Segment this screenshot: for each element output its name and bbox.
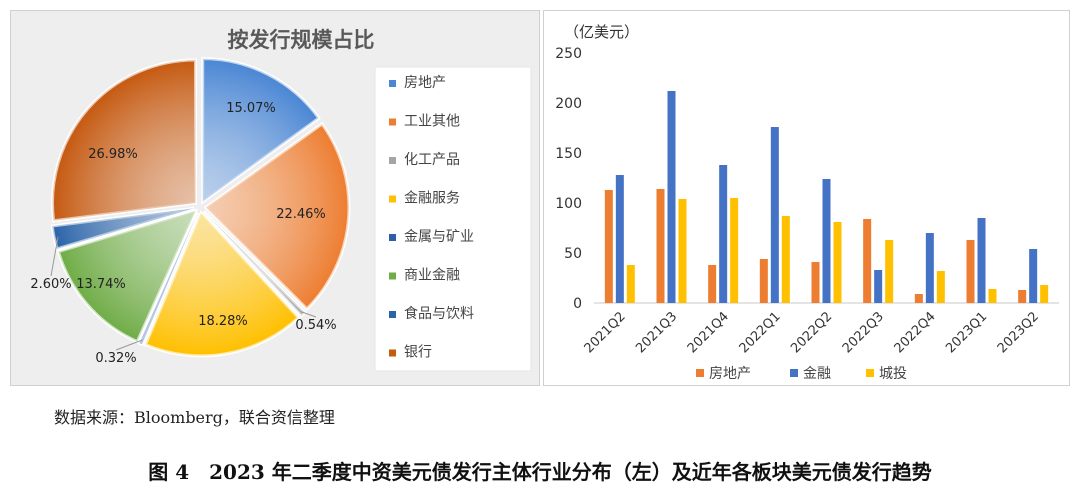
- x-tick-label: 2022Q1: [737, 309, 784, 356]
- pie-leader-line: [50, 236, 59, 277]
- pie-chart-panel: 按发行规模占比 15.07% 22.46% 0.54% 18.28% 0.32% 13.7…: [10, 10, 540, 386]
- pie-data-label: 13.74%: [76, 277, 126, 292]
- pie-slice-6: [56, 208, 199, 344]
- bar-2022Q4-3: [936, 271, 945, 303]
- pie-chart: 按发行规模占比 15.07% 22.46% 0.54% 18.28% 0.32% 13.7…: [30, 28, 532, 372]
- pie-data-label: 18.28%: [198, 314, 248, 329]
- bar-2022Q3-3: [885, 240, 894, 303]
- pie-legend-label: 房地产: [404, 75, 446, 91]
- bar-2022Q3-2: [874, 270, 883, 303]
- pie-slice-tint-6: [58, 210, 196, 342]
- pie-legend-swatch: [389, 195, 396, 203]
- pie-slice-tint-4: [145, 212, 299, 356]
- bar-unit-label: （亿美元）: [564, 23, 639, 41]
- pie-slice-tint-7: [52, 208, 195, 249]
- bar-2023Q2-1: [1018, 290, 1027, 303]
- pie-legend-swatch: [389, 157, 396, 164]
- bar-legend-label: 房地产: [709, 366, 751, 382]
- bar-chart: （亿美元） 0 50 100 150 200 250 2021Q2 2021Q3 2021Q4…: [555, 23, 1059, 382]
- pie-legend-label: 工业其他: [404, 114, 460, 130]
- pie-legend-label: 食品与饮料: [404, 305, 474, 322]
- bar-2023Q2-2: [1029, 249, 1038, 303]
- bar-2021Q2-3: [626, 265, 635, 303]
- bar-legend-swatch: [866, 369, 874, 377]
- bar-2022Q4-1: [914, 294, 923, 303]
- pie-legend-swatch: [389, 118, 396, 126]
- bar-legend-swatch: [790, 369, 798, 377]
- bar-2021Q3-1: [656, 189, 665, 303]
- pie-leader-line: [115, 339, 143, 351]
- pie-legend-swatch: [389, 311, 396, 318]
- bar-2023Q1-2: [977, 218, 986, 303]
- pie-legend-label: 金融服务: [404, 191, 460, 207]
- bar-2022Q1-3: [781, 216, 790, 303]
- bar-2023Q2-3: [1040, 285, 1049, 303]
- x-tick-label: 2022Q2: [788, 309, 835, 356]
- x-tick-label: 2023Q1: [943, 309, 990, 356]
- pie-slice-tint-8: [52, 60, 196, 221]
- pie-slice-5: [137, 211, 199, 347]
- pie-slice-tint-2: [205, 123, 349, 309]
- bar-2021Q2-2: [615, 175, 624, 303]
- x-tick-label: 2023Q2: [995, 309, 1042, 356]
- pie-slice-2: [203, 121, 351, 311]
- bar-2021Q4-2: [719, 165, 728, 303]
- bar-chart-panel: （亿美元） 0 50 100 150 200 250 2021Q2 2021Q3 2021Q4…: [543, 10, 1070, 386]
- bar-2022Q1-2: [770, 127, 779, 303]
- pie-data-label: 26.98%: [88, 147, 138, 162]
- pie-legend-label: 商业金融: [404, 268, 460, 284]
- pie-data-label: 0.54%: [295, 318, 336, 333]
- bar-2022Q3-1: [863, 219, 872, 303]
- bar-2022Q2-1: [811, 262, 820, 303]
- x-tick-label: 2021Q3: [633, 309, 680, 356]
- bar-legend-label: 金融: [803, 366, 831, 382]
- pie-legend-swatch: [389, 349, 396, 357]
- pie-legend-box: [374, 66, 532, 372]
- pie-slice-tint-3: [204, 211, 306, 317]
- pie-legend-label: 银行: [404, 345, 432, 361]
- x-tick-label: 2021Q4: [685, 309, 732, 356]
- bar-legend-swatch: [696, 369, 704, 377]
- y-tick-label: 50: [564, 246, 582, 262]
- y-tick-label: 150: [555, 146, 582, 162]
- figure-caption: 图 4 2023 年二季度中资美元债发行主体行业分布（左）及近年各板块美元债发行…: [148, 460, 932, 484]
- bar-2022Q2-2: [822, 179, 831, 303]
- bar-2021Q4-1: [708, 265, 717, 303]
- x-tick-label: 2022Q3: [840, 309, 887, 356]
- pie-legend-swatch: [389, 234, 396, 241]
- bar-2023Q1-1: [966, 240, 975, 303]
- bar-legend-label: 城投: [879, 366, 907, 382]
- pie-slice-tint-1: [202, 58, 319, 202]
- pie-legend-label: 化工产品: [404, 152, 460, 168]
- pie-legend-swatch: [389, 80, 396, 87]
- bar-2021Q4-3: [730, 198, 739, 303]
- y-tick-label: 100: [555, 196, 582, 212]
- pie-slice-1: [201, 57, 321, 205]
- bar-2022Q2-3: [833, 222, 842, 303]
- y-tick-label: 250: [555, 46, 582, 62]
- pie-legend-swatch: [389, 272, 396, 280]
- bar-2022Q1-1: [759, 259, 768, 303]
- x-tick-label: 2021Q2: [582, 309, 629, 356]
- pie-data-label: 15.07%: [226, 101, 276, 116]
- pie-slice-8: [51, 58, 198, 223]
- x-tick-label: 2022Q4: [892, 309, 939, 356]
- y-tick-label: 200: [555, 96, 582, 112]
- bar-2021Q2-1: [604, 190, 613, 303]
- pie-slice-4: [143, 210, 301, 358]
- y-tick-label: 0: [573, 296, 582, 312]
- pie-leader-line: [300, 310, 317, 318]
- bar-2021Q3-3: [678, 199, 687, 303]
- pie-data-label: 2.60%: [30, 277, 71, 292]
- pie-data-label: 0.32%: [95, 351, 136, 366]
- pie-legend-label: 金属与矿业: [404, 229, 474, 245]
- pie-chart-title: 按发行规模占比: [228, 28, 375, 52]
- pie-slice-tint-5: [139, 212, 198, 345]
- bar-2023Q1-3: [988, 289, 997, 303]
- bar-2021Q3-2: [667, 91, 676, 303]
- pie-slice-7: [50, 206, 195, 251]
- pie-data-label: 22.46%: [276, 207, 326, 222]
- source-note: 数据来源：Bloomberg，联合资信整理: [54, 408, 335, 427]
- bar-2022Q4-2: [925, 233, 934, 303]
